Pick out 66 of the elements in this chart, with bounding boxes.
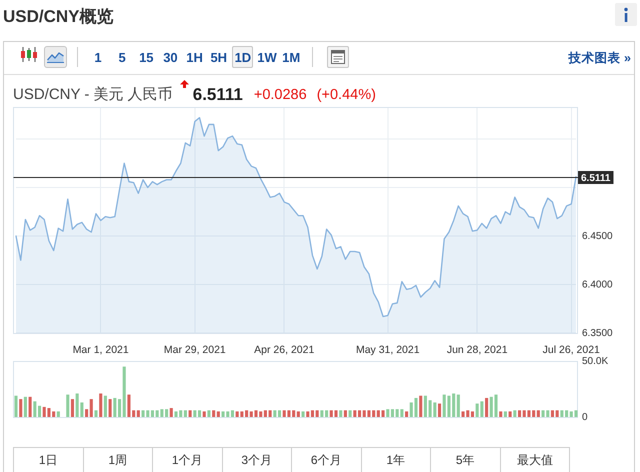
bar [400,409,404,417]
bar [136,410,140,417]
bar [296,411,300,417]
bar [536,410,540,417]
text: (+0.44%) [316,86,376,105]
y-tick-label: 6.3500 [582,328,614,339]
bar [485,398,488,417]
bar [550,410,554,417]
y-tick-label: 6.4000 [582,279,614,290]
bar [504,411,507,417]
bar [66,394,70,417]
bar [14,396,18,417]
bar [438,404,442,417]
bar [433,402,436,417]
bar [216,411,220,417]
bar [170,408,173,417]
x-tick-label: Jul 26, 2021 [542,344,600,356]
y-tick-label: 0 [582,412,588,423]
x-tick-label: Apr 26, 2021 [254,344,314,356]
chart-title: USD/CNY概览 [3,7,114,27]
bar [19,399,22,417]
bar [28,396,32,417]
button[interactable]: 1日 [13,447,84,472]
button[interactable] [232,46,254,68]
bar [348,410,352,417]
bar [207,410,210,417]
bar [480,401,484,417]
bar [56,411,60,417]
x-tick-label: Mar 29, 2021 [164,344,226,356]
text: +0.0286 [254,86,307,105]
bar [198,410,202,417]
ref-line-label: 6.5111 [581,172,611,184]
x-tick-label: Mar 1, 2021 [72,344,129,356]
bar [24,396,27,417]
bar [202,411,206,417]
bar [419,396,422,417]
text: 技术图表 » [568,50,631,66]
bar [456,394,460,417]
bar [513,410,516,417]
bar [278,410,282,417]
bar [508,411,512,417]
text: 1 5 15 30 1H 5H 1D 1W 1M [94,50,300,64]
bar [499,411,502,417]
bar [188,410,192,417]
bar [38,406,42,417]
bar [94,410,98,417]
bar [236,411,239,417]
bar [344,410,347,417]
bar [70,399,74,417]
x-tick-label: Jun 28, 2021 [446,344,508,356]
bar [76,393,79,417]
text: 6.5111 [192,84,243,105]
bar [302,411,305,417]
bar [476,404,479,417]
bar [104,396,107,417]
button[interactable]: 最大值 [500,447,570,472]
bar [212,410,216,417]
chart-subtitle: USD/CNY - 美元 人民币 [13,85,173,105]
x-tick-label: May 31, 2021 [356,344,420,356]
bar [99,393,102,417]
bar [405,411,408,417]
y-tick-label: 50.0K [582,356,608,367]
bar [108,399,112,417]
bar [80,402,84,417]
y-tick-label: 6.4500 [582,230,614,242]
bar [339,410,342,417]
